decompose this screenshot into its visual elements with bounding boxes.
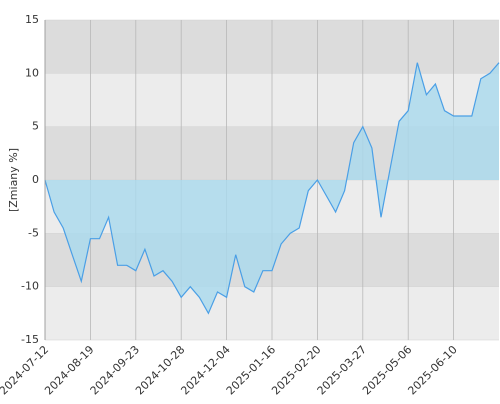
y-tick-label: 15 — [25, 13, 39, 26]
x-tick-label: 2025-06-10 — [405, 343, 459, 397]
y-axis-label: [Zmiany %] — [7, 148, 20, 212]
y-tick-label: 5 — [32, 120, 39, 133]
y-tick-label: -15 — [21, 333, 39, 346]
y-tick-label: 0 — [32, 173, 39, 186]
line — [44, 62, 500, 315]
y-tick-label: -5 — [28, 226, 39, 239]
y-tick-label: 10 — [25, 66, 39, 79]
y-tick-label: -10 — [21, 280, 39, 293]
area — [45, 62, 499, 314]
